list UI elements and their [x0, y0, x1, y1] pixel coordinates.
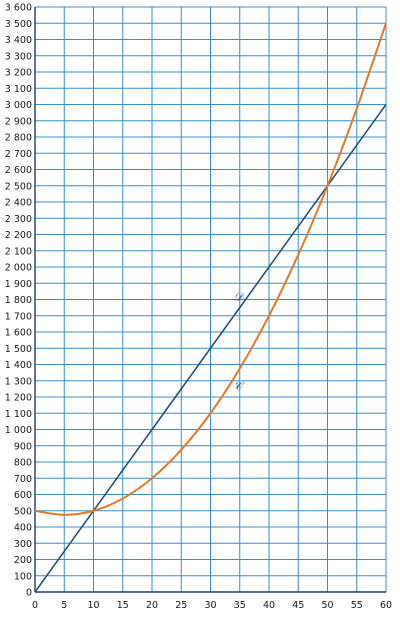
x-tick-label: 45: [292, 600, 304, 611]
x-tick-label: 5: [61, 600, 67, 611]
y-tick-label: 1 400: [5, 360, 32, 371]
y-tick-label: 900: [14, 441, 32, 452]
label-c: 𝒞: [234, 380, 245, 393]
chart-grid: [34, 6, 387, 593]
x-tick-label: 60: [380, 600, 392, 611]
y-tick-label: 3 300: [5, 51, 32, 62]
y-tick-label: 700: [14, 474, 32, 485]
y-tick-label: 2 100: [5, 246, 32, 257]
label-d: 𝒟: [234, 290, 245, 303]
x-tick-label: 40: [263, 600, 275, 611]
x-tick-label: 50: [321, 600, 333, 611]
y-tick-label: 3 200: [5, 68, 32, 79]
y-tick-label: 600: [14, 490, 32, 501]
y-tick-label: 200: [14, 555, 32, 566]
y-tick-label: 1 500: [5, 344, 32, 355]
y-tick-label: 1 700: [5, 311, 32, 322]
series-curve-c: [34, 22, 387, 516]
y-tick-label: 1 900: [5, 279, 32, 290]
x-tick-label: 0: [32, 600, 38, 611]
y-tick-label: 2 600: [5, 165, 32, 176]
y-tick-label: 1 200: [5, 393, 32, 404]
x-tick-label: 25: [175, 600, 187, 611]
curve-labels: 𝒟𝒞: [234, 290, 245, 392]
y-tick-label: 2 400: [5, 198, 32, 209]
y-tick-label: 2 900: [5, 116, 32, 127]
y-tick-label: 1 300: [5, 376, 32, 387]
y-tick-label: 2 200: [5, 230, 32, 241]
x-tick-label: 10: [87, 600, 99, 611]
x-tick-label: 15: [117, 600, 129, 611]
y-tick-label: 2 300: [5, 214, 32, 225]
x-tick-label: 30: [204, 600, 216, 611]
y-tick-label: 2 700: [5, 149, 32, 160]
y-tick-label: 400: [14, 523, 32, 534]
y-tick-label: 1 000: [5, 425, 32, 436]
y-tick-label: 3 100: [5, 84, 32, 95]
x-tick-label: 55: [351, 600, 363, 611]
y-tick-label: 3 000: [5, 100, 32, 111]
y-tick-label: 3 600: [5, 3, 32, 14]
y-tick-label: 1 600: [5, 328, 32, 339]
x-tick-label: 35: [234, 600, 246, 611]
series-layer: [34, 22, 387, 593]
y-tick-label: 1 800: [5, 295, 32, 306]
y-tick-label: 800: [14, 458, 32, 469]
y-tick-label: 2 000: [5, 263, 32, 274]
y-tick-label: 2 500: [5, 181, 32, 192]
y-tick-label: 2 800: [5, 133, 32, 144]
y-tick-label: 3 500: [5, 19, 32, 30]
y-tick-label: 0: [26, 588, 32, 599]
tick-labels: 0 5 10 15 20 25 30 35 40 45 50 55 600100200300400500…: [5, 3, 392, 612]
y-tick-label: 500: [14, 506, 32, 517]
y-tick-label: 3 400: [5, 35, 32, 46]
y-tick-label: 1 100: [5, 409, 32, 420]
x-tick-label: 20: [146, 600, 158, 611]
y-tick-label: 100: [14, 571, 32, 582]
y-tick-label: 300: [14, 539, 32, 550]
